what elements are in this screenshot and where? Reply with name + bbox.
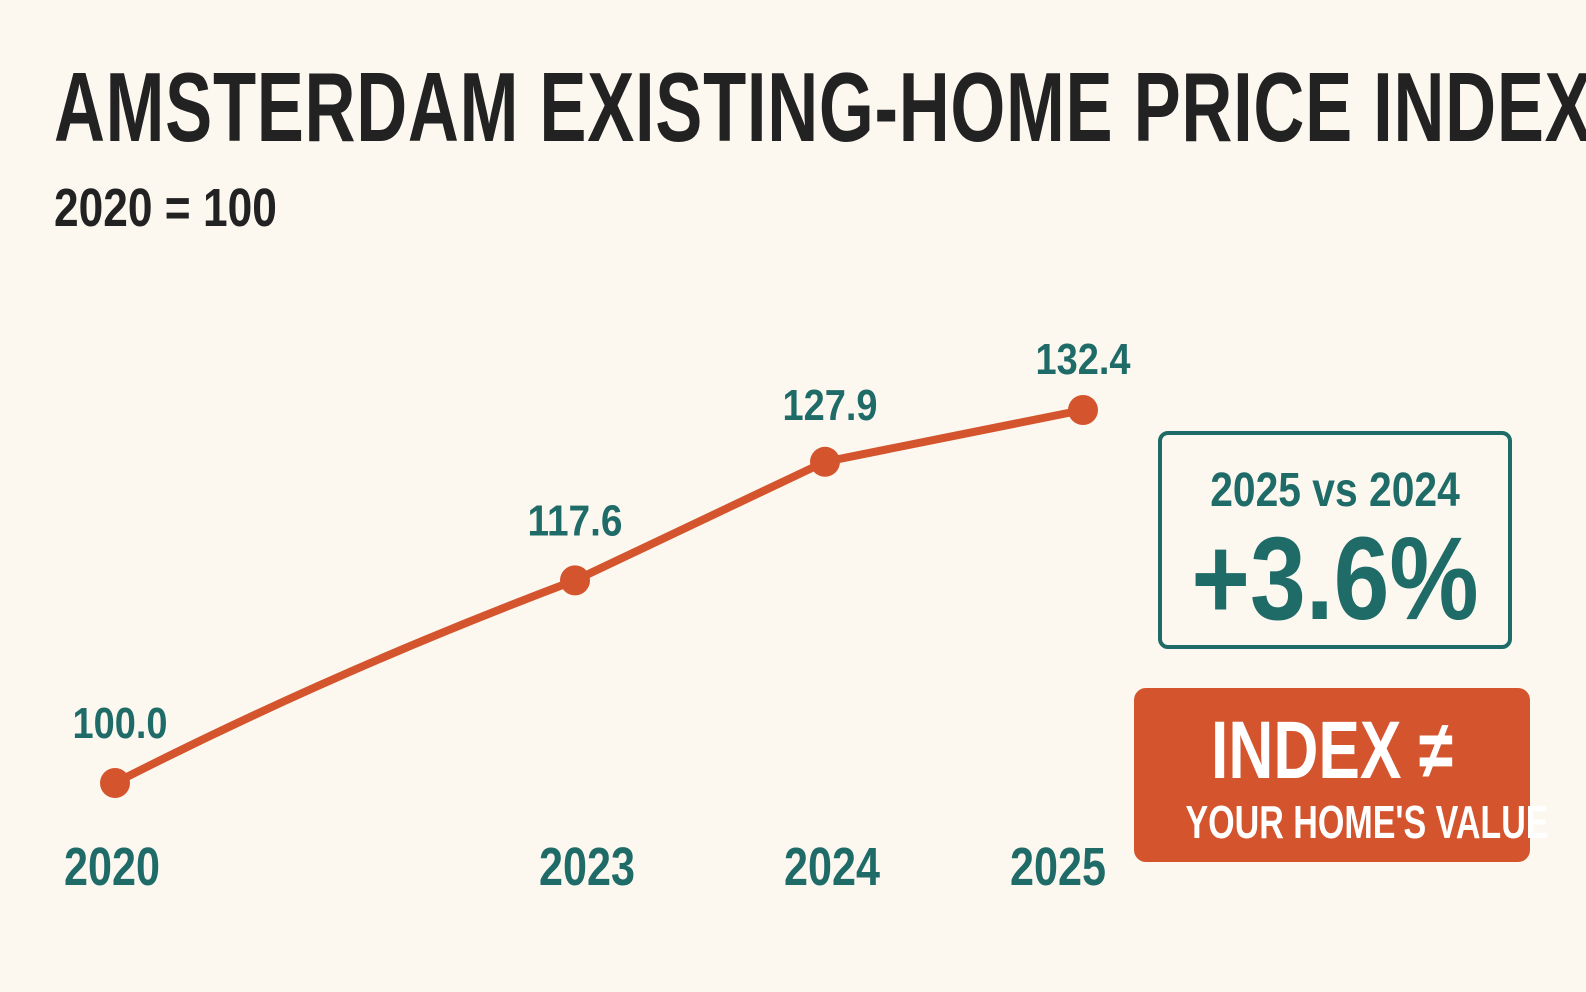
data-point-2023 [560, 565, 590, 596]
comparison-callout: 2025 vs 2024 +3.6% [1158, 431, 1512, 649]
x-tick-label-2025: 2025 [1010, 837, 1106, 897]
data-label-2023: 117.6 [528, 496, 623, 545]
data-point-2020 [100, 768, 130, 798]
comparison-label: 2025 vs 2024 [1210, 464, 1460, 517]
warning-line-1: INDEX ≠ [1211, 705, 1453, 796]
data-point-layer [100, 395, 1098, 798]
x-tick-label-2020: 2020 [64, 837, 160, 897]
comparison-value: +3.6% [1191, 513, 1479, 645]
warning-badge: INDEX ≠ YOUR HOME'S VALUE [1134, 688, 1549, 862]
x-axis-labels: 2020 2023 2024 2025 [64, 837, 1106, 897]
x-tick-label-2024: 2024 [784, 837, 880, 897]
data-point-2024 [810, 446, 840, 477]
x-tick-label-2023: 2023 [539, 837, 635, 897]
chart-title: AMSTERDAM EXISTING-HOME PRICE INDEX [54, 52, 1586, 162]
data-label-2020: 100.0 [73, 699, 168, 748]
data-label-2025: 132.4 [1036, 335, 1131, 384]
series-line-layer [111, 406, 1087, 787]
warning-line-2: YOUR HOME'S VALUE [1185, 796, 1549, 848]
data-label-2024: 127.9 [783, 381, 878, 430]
series-line [111, 406, 1087, 787]
data-point-2025 [1068, 395, 1098, 425]
chart-subtitle: 2020 = 100 [54, 178, 277, 238]
data-label-layer: 100.0 117.6 127.9 132.4 [73, 335, 1131, 748]
